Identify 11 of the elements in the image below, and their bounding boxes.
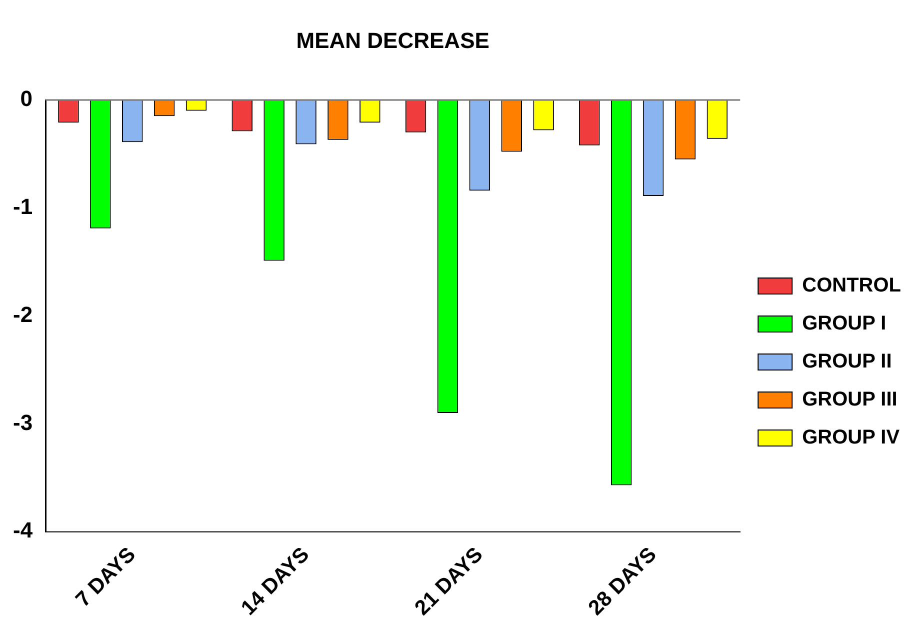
y-tick-label: -4 xyxy=(13,518,34,543)
legend-label: GROUP I xyxy=(802,312,886,335)
legend-label: CONTROL xyxy=(802,274,902,297)
y-tick-label: -2 xyxy=(13,302,33,327)
y-tick-label: 0 xyxy=(20,86,33,112)
y-tick-label: -3 xyxy=(13,410,33,435)
legend-label: GROUP II xyxy=(802,350,892,373)
legend-label: GROUP IV xyxy=(802,426,900,449)
legend-label: GROUP III xyxy=(802,388,898,411)
chart-title: MEAN DECREASE xyxy=(296,28,490,54)
y-tick-label: -1 xyxy=(13,194,33,219)
